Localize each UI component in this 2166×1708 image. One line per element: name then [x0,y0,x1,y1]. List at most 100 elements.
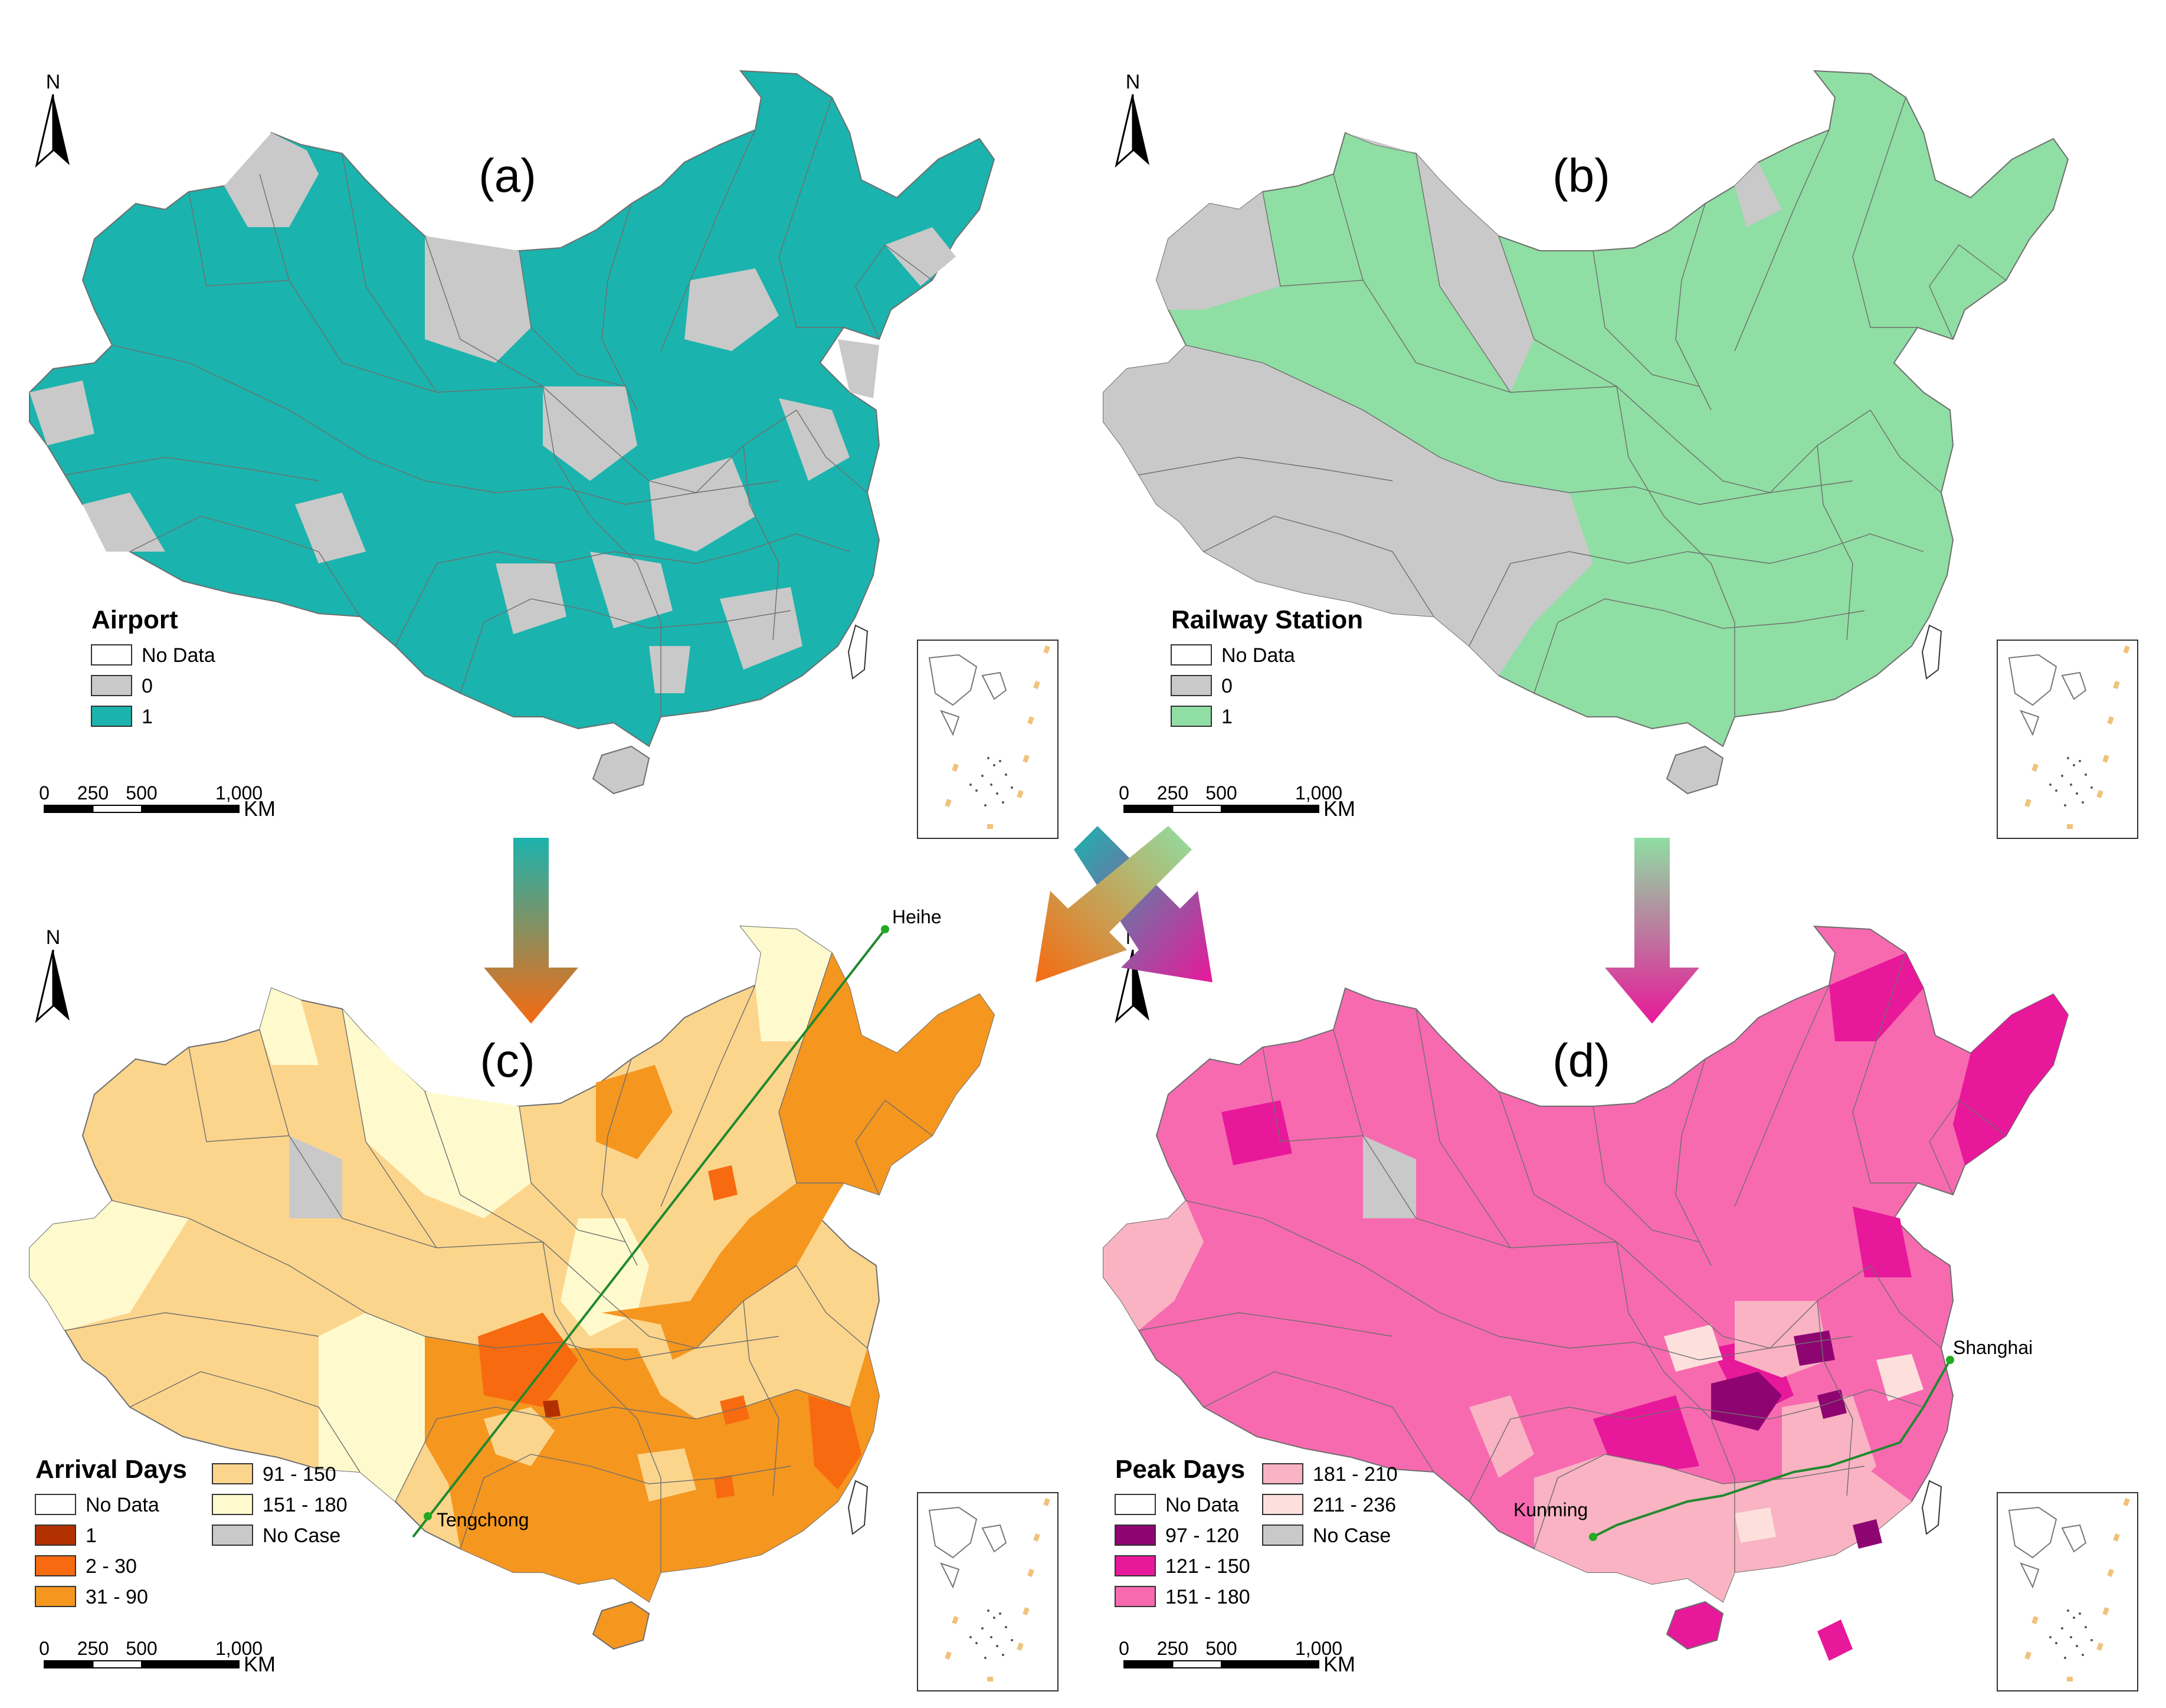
legend-label: 181 - 210 [1313,1463,1398,1486]
north-label: N [46,926,61,949]
map-d-zones [1103,953,2068,1661]
legend-label: 1 [1221,706,1233,728]
legend-swatch [91,644,132,666]
legend-label: 0 [142,675,153,697]
inset-a [917,640,1059,839]
legend-label: 151 - 180 [263,1494,348,1516]
legend-swatch [35,1494,76,1515]
map-c-zones [30,926,994,1602]
legend-label: 97 - 120 [1165,1525,1239,1547]
scale-tick-label: 250 [1157,1638,1188,1659]
panel-c-tag: (c) [480,1034,535,1087]
legend-swatch [1115,1494,1156,1515]
legend-swatch [35,1586,76,1607]
scale-tick-label: 250 [77,782,109,804]
legend-swatch [1115,1586,1156,1607]
heihe-point [881,925,889,933]
city-shanghai: Shanghai [1953,1337,2033,1358]
tengchong-point [424,1512,432,1520]
legend-label: 1 [86,1525,97,1547]
north-label: N [46,71,61,93]
legend-swatch [35,1525,76,1546]
legend-swatch [35,1555,76,1576]
panel-a-tag: (a) [479,149,536,202]
north-arrow-icon: N [35,926,70,1024]
legend-swatch [91,706,132,727]
scale-tick-label: 1,000 [215,1638,263,1659]
panel-a: (a) [29,70,995,794]
scale-unit: KM [244,1652,276,1676]
legend-swatch [91,675,132,696]
scale-tick-label: 250 [77,1638,109,1659]
legend-title: Peak Days [1115,1455,1245,1484]
panel-d-tag: (d) [1552,1034,1610,1087]
legend-label: No Case [263,1525,340,1547]
north-arrow-icon: N [35,71,70,168]
legend-label: 121 - 150 [1165,1555,1250,1578]
arrow-b-to-c [1036,826,1192,982]
scale-tick-label: 500 [126,782,157,804]
inset-d [1997,1492,2138,1691]
scale-tick-label: 0 [39,1638,50,1659]
legend-label: 1 [142,706,153,728]
panel-c: Heihe Tengchong (c) [29,906,995,1650]
city-heihe: Heihe [892,906,942,927]
shanghai-kunming-line [1592,1359,1951,1538]
legend-label: 31 - 90 [86,1586,148,1608]
scale-tick-label: 250 [1157,782,1188,804]
city-tengchong: Tengchong [437,1509,529,1530]
legend-label: No Data [1221,644,1295,667]
legend-swatch [1262,1525,1303,1546]
map-c: Heihe Tengchong [29,906,995,1650]
scale-tick-label: 0 [1119,782,1129,804]
legend-label: No Data [142,644,215,667]
north-label: N [1126,71,1141,93]
legend-label: 151 - 180 [1165,1586,1250,1608]
legend-swatch [212,1494,253,1515]
scale-unit: KM [1323,796,1355,821]
legend-swatch [212,1463,253,1484]
legends: Airport No Data 0 1 Railway Station No Data 0 1… [35,605,1398,1608]
scale-tick-label: 0 [39,782,50,804]
scale-unit: KM [1323,1652,1355,1676]
inset-c [917,1492,1059,1691]
legend-swatch [1262,1463,1303,1484]
legend-a: Airport No Data 0 1 [91,605,215,728]
legend-c: Arrival Days No Data 1 2 - 30 31 - 90 91 - 15… [35,1455,348,1608]
map-a [29,70,995,794]
legend-d: Peak Days No Data 97 - 120 121 - 150 151 - 1… [1115,1455,1398,1608]
legend-label: 0 [1221,675,1233,697]
legend-title: Arrival Days [35,1455,187,1484]
panel-b: (b) [1103,70,2069,794]
scale-tick-label: 1,000 [1295,782,1342,804]
flow-arrows [484,826,1699,1024]
north-arrow-icon: N [1115,71,1149,168]
scale-tick-label: 500 [1205,1638,1237,1659]
panel-d: Shanghai Kunming (d) [1103,926,2069,1661]
legend-swatch [212,1525,253,1546]
scale-tick-label: 1,000 [1295,1638,1342,1659]
legend-b: Railway Station No Data 0 1 [1171,605,1363,728]
legend-label: No Case [1313,1525,1391,1547]
map-d: Shanghai Kunming [1103,926,2069,1661]
map-b [1103,70,2069,794]
city-kunming: Kunming [1513,1499,1588,1520]
legend-label: 91 - 150 [263,1463,336,1486]
legend-title: Railway Station [1171,605,1363,634]
inset-b [1997,640,2138,839]
heihe-tengchong-line [412,928,886,1538]
legend-label: 2 - 30 [86,1555,137,1578]
scale-tick-label: 500 [126,1638,157,1659]
legend-label: No Data [1165,1494,1239,1516]
scale-tick-label: 0 [1119,1638,1129,1659]
map-b-patches [1103,133,1782,676]
panel-b-tag: (b) [1552,149,1610,202]
scale-unit: KM [244,796,276,821]
legend-swatch [1171,675,1212,696]
